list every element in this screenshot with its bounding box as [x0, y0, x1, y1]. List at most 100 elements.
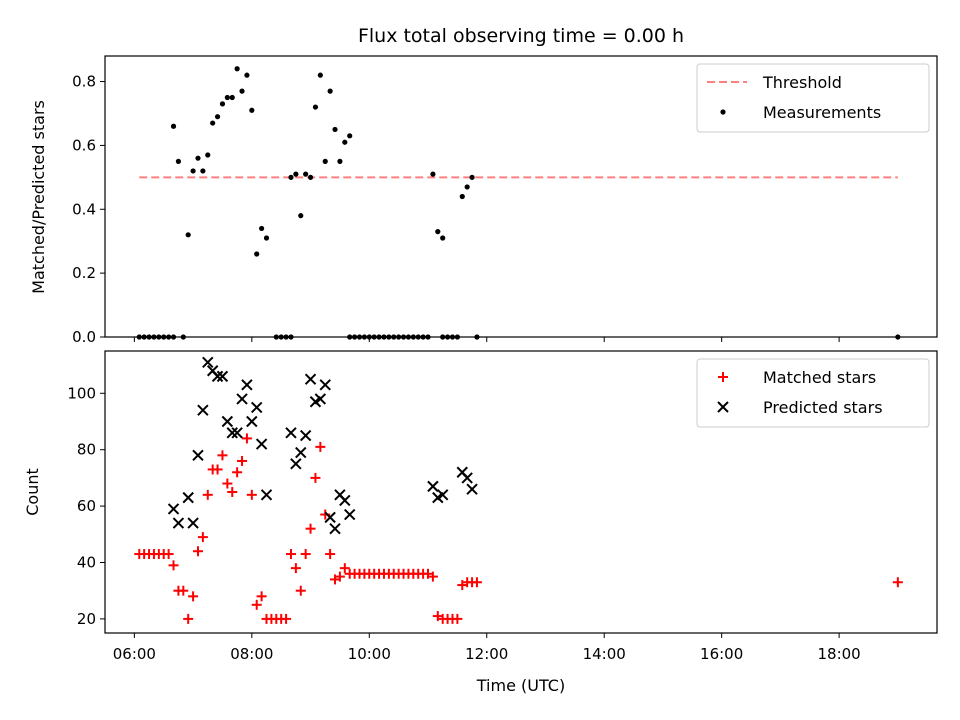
measurement-point [244, 72, 250, 78]
y-tick-label: 0.8 [72, 73, 96, 91]
predicted-star-point [236, 393, 248, 405]
matched-star-point [197, 532, 208, 543]
measurement-point [205, 152, 211, 158]
matched-star-point [281, 613, 292, 624]
predicted-star-point [246, 415, 258, 428]
measurement-point [219, 101, 226, 107]
measurement-point [190, 168, 196, 174]
measurement-point [210, 120, 216, 126]
axes-frame [104, 55, 938, 338]
matched-star-point [300, 549, 311, 560]
predicted-star-point [167, 503, 180, 515]
matched-star-point [325, 549, 336, 560]
measurement-point [435, 229, 441, 235]
legend-label: Threshold [762, 73, 842, 92]
measurement-point [464, 184, 470, 190]
measurement-point [185, 232, 191, 238]
matched-star-point [290, 563, 301, 574]
legend-label: Measurements [763, 103, 881, 122]
predicted-star-point [226, 427, 238, 439]
predicted-star-point [290, 458, 302, 470]
predicted-star-point [343, 508, 356, 521]
x-axis-label: Time (UTC) [476, 676, 565, 695]
measurement-point [322, 158, 328, 164]
measurement-point [259, 225, 265, 232]
predicted-star-point [285, 427, 297, 439]
top-axes: 0.0 0.2 0.4 0.6 0.8 [72, 55, 938, 346]
predicted-star-point [314, 393, 327, 405]
y-tick-label: 40 [77, 554, 96, 572]
predicted-star-point [172, 517, 185, 529]
matched-star-point [246, 489, 257, 500]
matched-star-point [315, 441, 326, 452]
matched-star-point [892, 577, 903, 588]
matched-star-point [471, 577, 482, 588]
measurement-point [214, 114, 221, 120]
y-tick-label: 0.4 [72, 200, 96, 218]
x-tick-label: 14:00 [583, 645, 626, 663]
measurement-point [293, 171, 299, 177]
measurement-point [195, 155, 201, 161]
measurement-point [175, 158, 182, 164]
x-tick-label: 06:00 [113, 645, 156, 663]
y-tick-label: 0.6 [72, 136, 96, 154]
matched-star-point [168, 560, 179, 571]
legend-label: Predicted stars [763, 398, 883, 417]
x-tick-label: 16:00 [700, 645, 743, 663]
matched-star-point [241, 433, 252, 444]
x-tick-label: 08:00 [230, 645, 273, 663]
matched-star-point [188, 591, 199, 602]
measurement-point [337, 158, 343, 164]
predicted-star-point [241, 379, 253, 391]
legend-box [696, 358, 930, 428]
predicted-star-point [466, 483, 478, 495]
top-legend: Threshold Measurements [696, 63, 930, 133]
legend-box [696, 63, 930, 133]
matched-star-point [212, 464, 223, 475]
legend-measurement-swatch [720, 109, 726, 115]
measurement-point [288, 174, 294, 180]
measurement-point [263, 235, 270, 241]
matched-star-point [256, 591, 267, 602]
matched-star-point [237, 455, 248, 466]
matched-star-point [227, 487, 238, 497]
predicted-star-point [299, 429, 312, 442]
measurement-point [312, 104, 319, 110]
measurement-point [303, 171, 309, 177]
predicted-star-point [339, 494, 351, 507]
matched-star-point [178, 585, 189, 596]
predicted-star-point [324, 511, 336, 524]
measurement-point [332, 126, 338, 133]
predicted-star-point [329, 522, 341, 535]
y-tick-label: 0.2 [72, 264, 96, 282]
matched-star-point [232, 467, 243, 478]
measurement-point [342, 139, 348, 145]
measurement-point [459, 193, 465, 200]
bottom-plot: 06:00 08:00 10:00 12:00 14:00 16:00 18:00 20 40 6… [23, 350, 938, 695]
predicted-star-point [211, 370, 224, 383]
y-tick-label: 80 [77, 441, 96, 459]
legend-matched-swatch [718, 372, 728, 382]
bottom-y-axis-label: Count [23, 468, 42, 516]
predicted-star-point [255, 438, 268, 450]
top-plot: 0.0 0.2 0.4 0.6 0.8 Threshold Measurements Ma… [29, 55, 938, 346]
legend-label: Matched stars [763, 368, 876, 387]
x-tick-label: 18:00 [818, 645, 861, 663]
matched-star-point [222, 478, 233, 489]
matched-star-point [427, 571, 438, 582]
y-tick-label: 60 [77, 497, 96, 515]
predicted-star-point [216, 370, 229, 383]
y-tick-label: 20 [77, 610, 96, 628]
predicted-star-point [197, 404, 209, 416]
top-y-axis-label: Matched/Predicted stars [29, 100, 48, 294]
measurement-point [234, 66, 240, 72]
predicted-star-point [182, 491, 194, 504]
y-tick-label: 0.0 [72, 328, 96, 346]
predicted-star-point [192, 449, 204, 462]
matched-star-point [192, 546, 203, 557]
predicted-star-point [187, 517, 199, 529]
measurement-point [440, 235, 446, 241]
matched-star-point [339, 563, 350, 574]
axes-frame [104, 350, 938, 634]
